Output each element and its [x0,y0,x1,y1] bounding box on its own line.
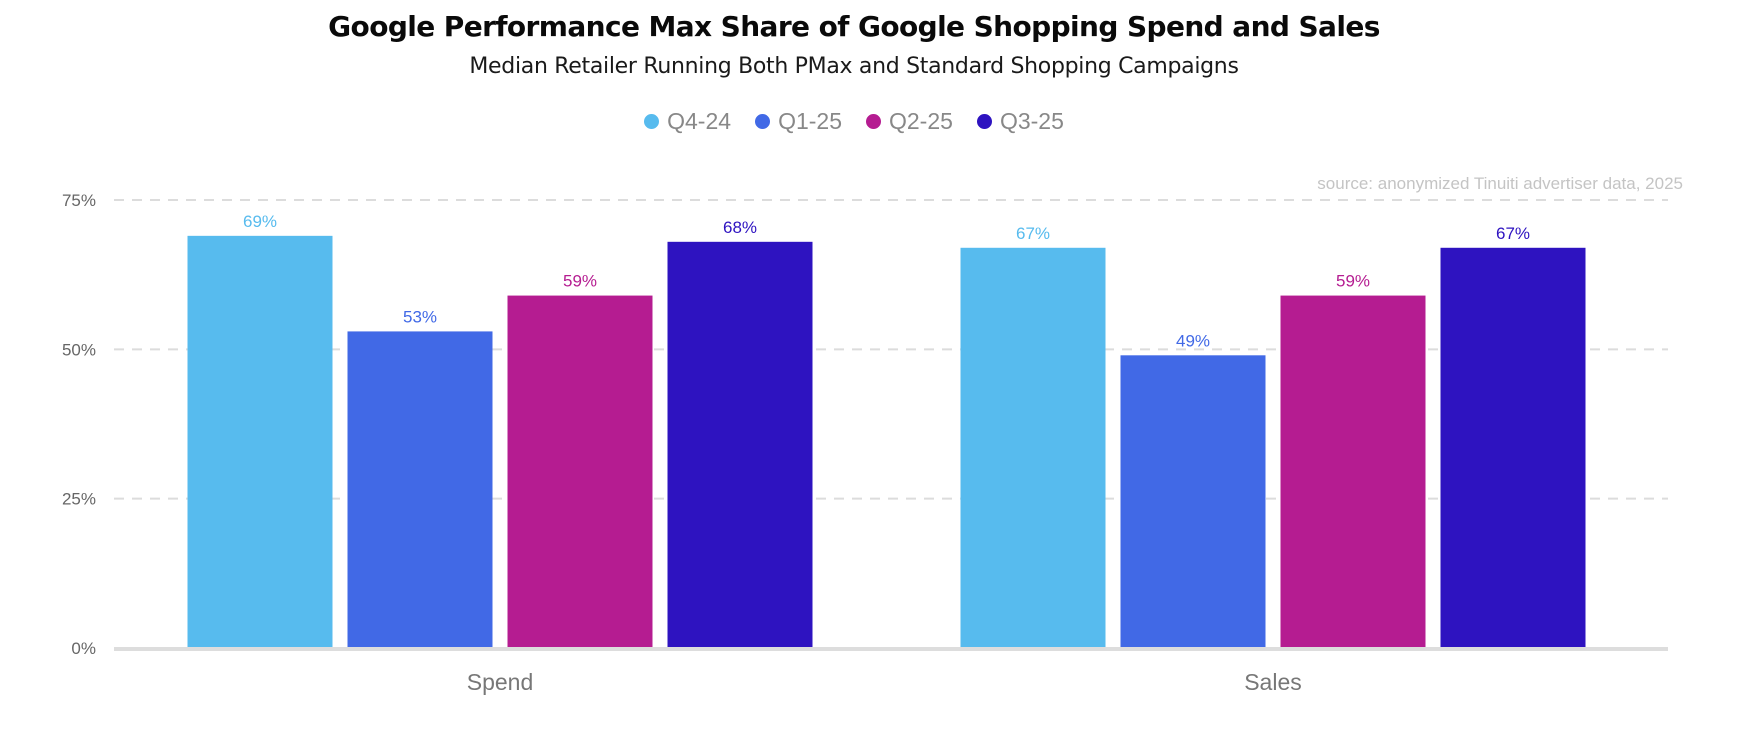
data-label: 67% [1496,224,1530,243]
legend-label-q2-25: Q2-25 [889,108,953,134]
bar-sales-q1-25 [1120,355,1266,648]
legend: Q4-24 Q1-25 Q2-25 Q3-25 [0,108,1708,135]
legend-label-q4-24: Q4-24 [667,108,732,134]
y-tick-label: 50% [62,340,96,359]
legend-item-q4-24[interactable]: Q4-24 [644,108,731,135]
bar-sales-q3-25 [1440,247,1586,648]
legend-dot-q3-25 [976,114,992,129]
data-label: 68% [723,218,757,237]
bar-spend-q3-25 [667,241,813,648]
category-label: Sales [1244,669,1302,695]
legend-item-q3-25[interactable]: Q3-25 [976,108,1064,135]
data-label: 49% [1176,331,1210,350]
y-tick-label: 0% [71,639,96,658]
y-tick-label: 75% [62,191,96,210]
legend-item-q1-25[interactable]: Q1-25 [755,108,842,135]
legend-dot-q2-25 [866,114,881,129]
chart-title: Google Performance Max Share of Google S… [328,10,1380,43]
y-tick-label: 25% [62,490,96,509]
legend-label-q3-25: Q3-25 [999,108,1064,134]
bar-sales-q4-24 [960,247,1106,648]
chart-subtitle: Median Retailer Running Both PMax and St… [469,54,1239,79]
legend-item-q2-25[interactable]: Q2-25 [866,108,953,135]
bar-spend-q4-24 [187,235,333,648]
legend-dot-q4-24 [644,114,660,129]
data-label: 69% [243,212,277,231]
data-label: 67% [1016,224,1050,243]
bar-spend-q1-25 [347,331,493,648]
data-label: 59% [563,272,597,291]
legend-label-q1-25: Q1-25 [778,108,842,134]
category-label: Spend [467,669,534,695]
bar-sales-q2-25 [1280,295,1426,648]
source-note: source: anonymized Tinuiti advertiser da… [1317,174,1683,193]
bar-spend-q2-25 [507,295,653,648]
data-label: 59% [1336,272,1370,291]
data-label: 53% [403,307,437,326]
legend-dot-q1-25 [755,114,771,129]
